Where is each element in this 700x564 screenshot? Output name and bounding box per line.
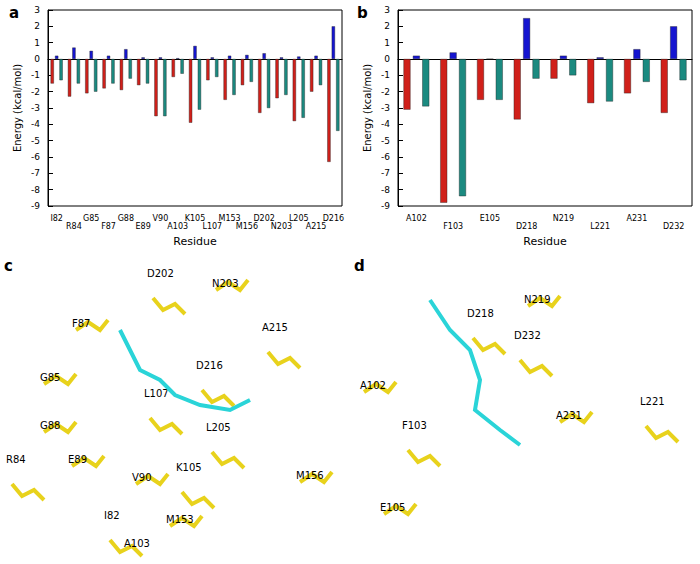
- svg-text:D232: D232: [663, 222, 684, 231]
- svg-text:K105: K105: [184, 213, 206, 223]
- svg-text:R84: R84: [6, 454, 26, 465]
- svg-text:a: a: [9, 4, 19, 22]
- svg-text:A215: A215: [306, 222, 327, 231]
- svg-text:-9: -9: [381, 201, 390, 211]
- svg-text:1: 1: [34, 38, 40, 48]
- svg-text:1: 1: [384, 38, 390, 48]
- svg-text:D216: D216: [323, 214, 344, 223]
- svg-text:b: b: [357, 4, 368, 22]
- svg-text:D218: D218: [516, 222, 537, 231]
- svg-text:-7: -7: [381, 168, 390, 178]
- svg-text:R84: R84: [66, 222, 82, 231]
- svg-text:D202: D202: [253, 213, 275, 223]
- svg-text:-2: -2: [31, 87, 40, 97]
- svg-text:N219: N219: [553, 214, 574, 223]
- svg-text:A231: A231: [627, 214, 648, 223]
- svg-text:-1: -1: [31, 70, 40, 80]
- svg-text:-3: -3: [31, 103, 40, 113]
- svg-text:L107: L107: [144, 388, 169, 399]
- svg-text:Energy (kcal/mol): Energy (kcal/mol): [362, 64, 373, 152]
- svg-text:N203: N203: [212, 278, 239, 289]
- svg-text:D232: D232: [514, 330, 541, 341]
- svg-text:A102: A102: [406, 214, 427, 223]
- svg-text:G85: G85: [83, 214, 99, 223]
- svg-text:L221: L221: [590, 222, 610, 231]
- svg-text:0: 0: [384, 54, 390, 64]
- svg-text:F103: F103: [402, 420, 427, 431]
- svg-text:V90: V90: [132, 472, 152, 483]
- svg-text:I82: I82: [50, 214, 63, 223]
- svg-text:G88: G88: [118, 214, 134, 223]
- svg-text:A103: A103: [167, 222, 188, 231]
- svg-text:Residue: Residue: [523, 235, 567, 248]
- svg-text:-3: -3: [381, 103, 390, 113]
- svg-text:D216: D216: [196, 360, 223, 371]
- svg-text:E89: E89: [136, 222, 151, 231]
- svg-text:-6: -6: [31, 152, 40, 162]
- svg-text:A231: A231: [556, 410, 582, 421]
- svg-text:D202: D202: [147, 268, 174, 279]
- svg-text:L205: L205: [206, 422, 231, 433]
- svg-text:0: 0: [34, 54, 40, 64]
- svg-text:N203: N203: [271, 222, 292, 231]
- svg-text:A102: A102: [360, 380, 386, 391]
- svg-text:2: 2: [384, 21, 390, 31]
- svg-text:E105: E105: [480, 214, 500, 223]
- svg-text:L221: L221: [640, 396, 665, 407]
- svg-text:3: 3: [384, 5, 390, 15]
- svg-text:-8: -8: [381, 185, 390, 195]
- svg-text:-5: -5: [31, 136, 40, 146]
- svg-text:-8: -8: [31, 185, 40, 195]
- svg-text:L107: L107: [202, 222, 222, 231]
- svg-text:Energy (kcal/mol): Energy (kcal/mol): [12, 64, 23, 152]
- svg-text:3: 3: [34, 5, 40, 15]
- svg-text:M156: M156: [296, 470, 324, 481]
- svg-text:F87: F87: [101, 222, 116, 231]
- svg-text:d: d: [354, 257, 365, 275]
- svg-text:-5: -5: [381, 136, 390, 146]
- svg-text:-6: -6: [381, 152, 390, 162]
- svg-text:A103: A103: [124, 538, 150, 549]
- svg-text:M156: M156: [236, 222, 258, 231]
- svg-text:A215: A215: [262, 322, 288, 333]
- svg-text:G85: G85: [40, 372, 60, 383]
- svg-text:-2: -2: [381, 87, 390, 97]
- svg-text:D218: D218: [467, 308, 494, 319]
- svg-text:V90: V90: [153, 214, 169, 223]
- svg-text:L205: L205: [288, 213, 309, 223]
- svg-text:c: c: [4, 257, 13, 275]
- svg-text:F103: F103: [443, 222, 463, 231]
- svg-text:-7: -7: [31, 168, 40, 178]
- svg-text:-1: -1: [381, 70, 390, 80]
- svg-text:M153: M153: [166, 514, 194, 525]
- svg-text:2: 2: [34, 21, 40, 31]
- svg-text:Residue: Residue: [173, 235, 217, 248]
- svg-text:I82: I82: [104, 510, 120, 521]
- svg-text:E105: E105: [380, 502, 405, 513]
- svg-text:-4: -4: [381, 119, 390, 129]
- svg-text:F87: F87: [72, 318, 90, 329]
- svg-text:E89: E89: [68, 454, 87, 465]
- svg-text:-4: -4: [31, 119, 40, 129]
- svg-text:M153: M153: [218, 213, 241, 223]
- svg-text:N219: N219: [524, 294, 551, 305]
- svg-text:G88: G88: [40, 420, 60, 431]
- svg-text:K105: K105: [176, 462, 202, 473]
- svg-text:-9: -9: [31, 201, 40, 211]
